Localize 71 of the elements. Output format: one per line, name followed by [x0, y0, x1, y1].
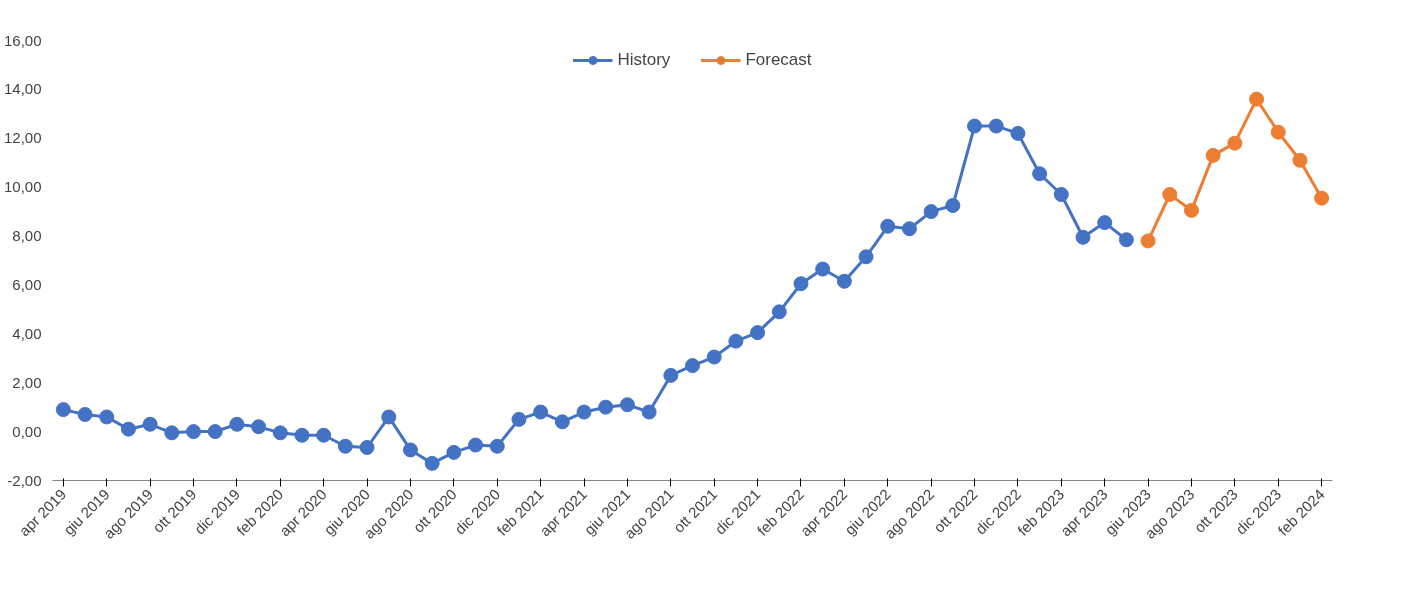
y-tick-label: 16,00 [3, 31, 42, 49]
point [945, 198, 961, 213]
point [337, 438, 353, 454]
point [402, 442, 418, 458]
point [1032, 166, 1048, 182]
point [272, 425, 288, 441]
point [923, 204, 939, 220]
y-tick-label: 12,00 [3, 129, 42, 147]
point [554, 414, 570, 430]
point [55, 402, 71, 418]
point [381, 409, 397, 425]
point [836, 273, 852, 289]
point [1292, 152, 1308, 168]
point [1162, 187, 1178, 202]
point [294, 427, 310, 443]
point [533, 404, 549, 420]
point [164, 425, 180, 441]
point [77, 407, 93, 422]
y-tick-label: 10,00 [3, 178, 42, 196]
y-tick-label: 0,00 [12, 422, 42, 440]
y-tick-label: 2,00 [12, 373, 42, 391]
y-tick-label: 8,00 [12, 227, 42, 245]
point [1314, 190, 1330, 206]
point [706, 349, 722, 365]
point [663, 367, 679, 383]
point [1227, 135, 1243, 151]
legend-label: History [617, 50, 671, 70]
point [229, 416, 245, 432]
point [815, 261, 831, 277]
point [1075, 229, 1091, 245]
point [489, 438, 505, 454]
point [1249, 91, 1265, 107]
point [316, 427, 332, 443]
point [1183, 202, 1199, 218]
point [120, 421, 136, 437]
point [598, 399, 614, 415]
point [1140, 233, 1156, 249]
legend-label: Forecast [745, 50, 812, 70]
point [619, 397, 635, 413]
point [858, 249, 874, 265]
point [1270, 124, 1286, 140]
point [576, 404, 592, 420]
point [641, 404, 657, 420]
point [901, 221, 917, 237]
point [99, 409, 115, 425]
point [1010, 125, 1026, 141]
point [728, 333, 744, 349]
point [1118, 232, 1134, 248]
point [750, 325, 766, 341]
point [880, 218, 896, 234]
point [142, 416, 158, 432]
point [468, 437, 484, 453]
point [446, 444, 462, 460]
point [988, 118, 1004, 134]
point [186, 424, 202, 440]
y-tick-label: 6,00 [12, 275, 42, 293]
y-tick-label: -2,00 [7, 471, 42, 489]
point [424, 455, 440, 471]
point [511, 411, 527, 427]
point [771, 304, 787, 320]
y-tick-label: 14,00 [3, 80, 42, 98]
point [967, 118, 983, 134]
point [251, 419, 267, 435]
point [685, 358, 700, 374]
point [359, 440, 375, 455]
point [793, 276, 809, 292]
point [1097, 215, 1113, 231]
y-tick-label: 4,00 [12, 324, 42, 342]
point [207, 424, 223, 440]
point [1053, 187, 1069, 202]
point [1205, 147, 1221, 163]
